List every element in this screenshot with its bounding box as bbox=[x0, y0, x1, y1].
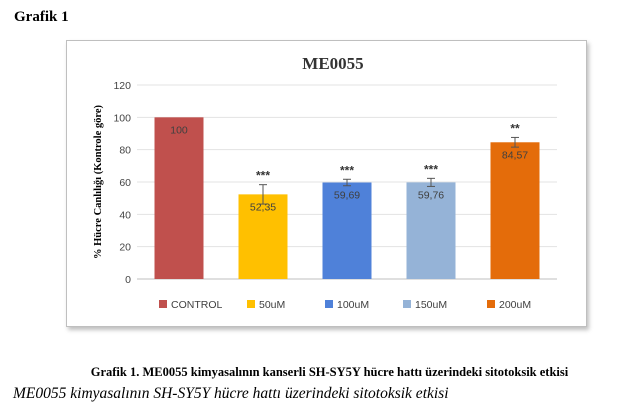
figure-heading: Grafik 1 bbox=[14, 9, 69, 25]
y-axis-label: % Hücre Canlılığı (Kontrole göre) bbox=[93, 105, 104, 259]
figure-subcaption: ME0055 kimyasalının SH-SY5Y hücre hattı … bbox=[13, 385, 449, 402]
significance-marker: *** bbox=[424, 162, 438, 176]
legend-label: 50uM bbox=[259, 299, 285, 311]
data-label: 59,69 bbox=[334, 190, 360, 202]
bar-control bbox=[154, 117, 204, 279]
data-label: 84,57 bbox=[502, 149, 528, 161]
legend-swatch bbox=[159, 300, 167, 308]
legend-swatch bbox=[403, 300, 411, 308]
data-label: 52,35 bbox=[250, 201, 276, 213]
legend-swatch bbox=[247, 300, 255, 308]
legend-label: 200uM bbox=[499, 299, 531, 311]
y-tick-label: 80 bbox=[119, 145, 131, 157]
legend: CONTROL 50uM 100uM 150uM 200uM bbox=[159, 299, 531, 311]
chart-frame: ME0055 0 20 40 60 80 100 120 % Hücre Canlılığı… bbox=[66, 40, 587, 327]
bar-200um bbox=[490, 142, 540, 279]
y-tick-label: 100 bbox=[113, 112, 131, 124]
bar-chart: ME0055 0 20 40 60 80 100 120 % Hücre Canlılığı… bbox=[93, 54, 557, 311]
bar-100um bbox=[322, 182, 372, 279]
data-label: 59,76 bbox=[418, 189, 444, 201]
legend-swatch bbox=[487, 300, 495, 308]
legend-label: 150uM bbox=[415, 299, 447, 311]
data-label: 100 bbox=[170, 124, 188, 136]
y-axis-ticks: 0 20 40 60 80 100 120 bbox=[113, 80, 131, 286]
y-tick-label: 60 bbox=[119, 177, 131, 189]
bars: 100 52,35 *** 59,69 *** 59,76 *** 84,57 ** bbox=[154, 117, 540, 279]
legend-label: CONTROL bbox=[171, 299, 222, 311]
bar-50um bbox=[238, 194, 288, 279]
significance-marker: *** bbox=[340, 163, 354, 177]
y-tick-label: 0 bbox=[125, 274, 131, 286]
y-tick-label: 20 bbox=[119, 242, 131, 254]
y-tick-label: 120 bbox=[113, 80, 131, 92]
legend-label: 100uM bbox=[337, 299, 369, 311]
significance-marker: ** bbox=[510, 121, 520, 135]
legend-swatch bbox=[325, 300, 333, 308]
chart-title: ME0055 bbox=[302, 54, 363, 73]
bar-150um bbox=[406, 182, 456, 279]
significance-marker: *** bbox=[256, 169, 270, 183]
y-tick-label: 40 bbox=[119, 209, 131, 221]
figure-caption: Grafik 1. ME0055 kimyasalının kanserli S… bbox=[90, 365, 569, 379]
